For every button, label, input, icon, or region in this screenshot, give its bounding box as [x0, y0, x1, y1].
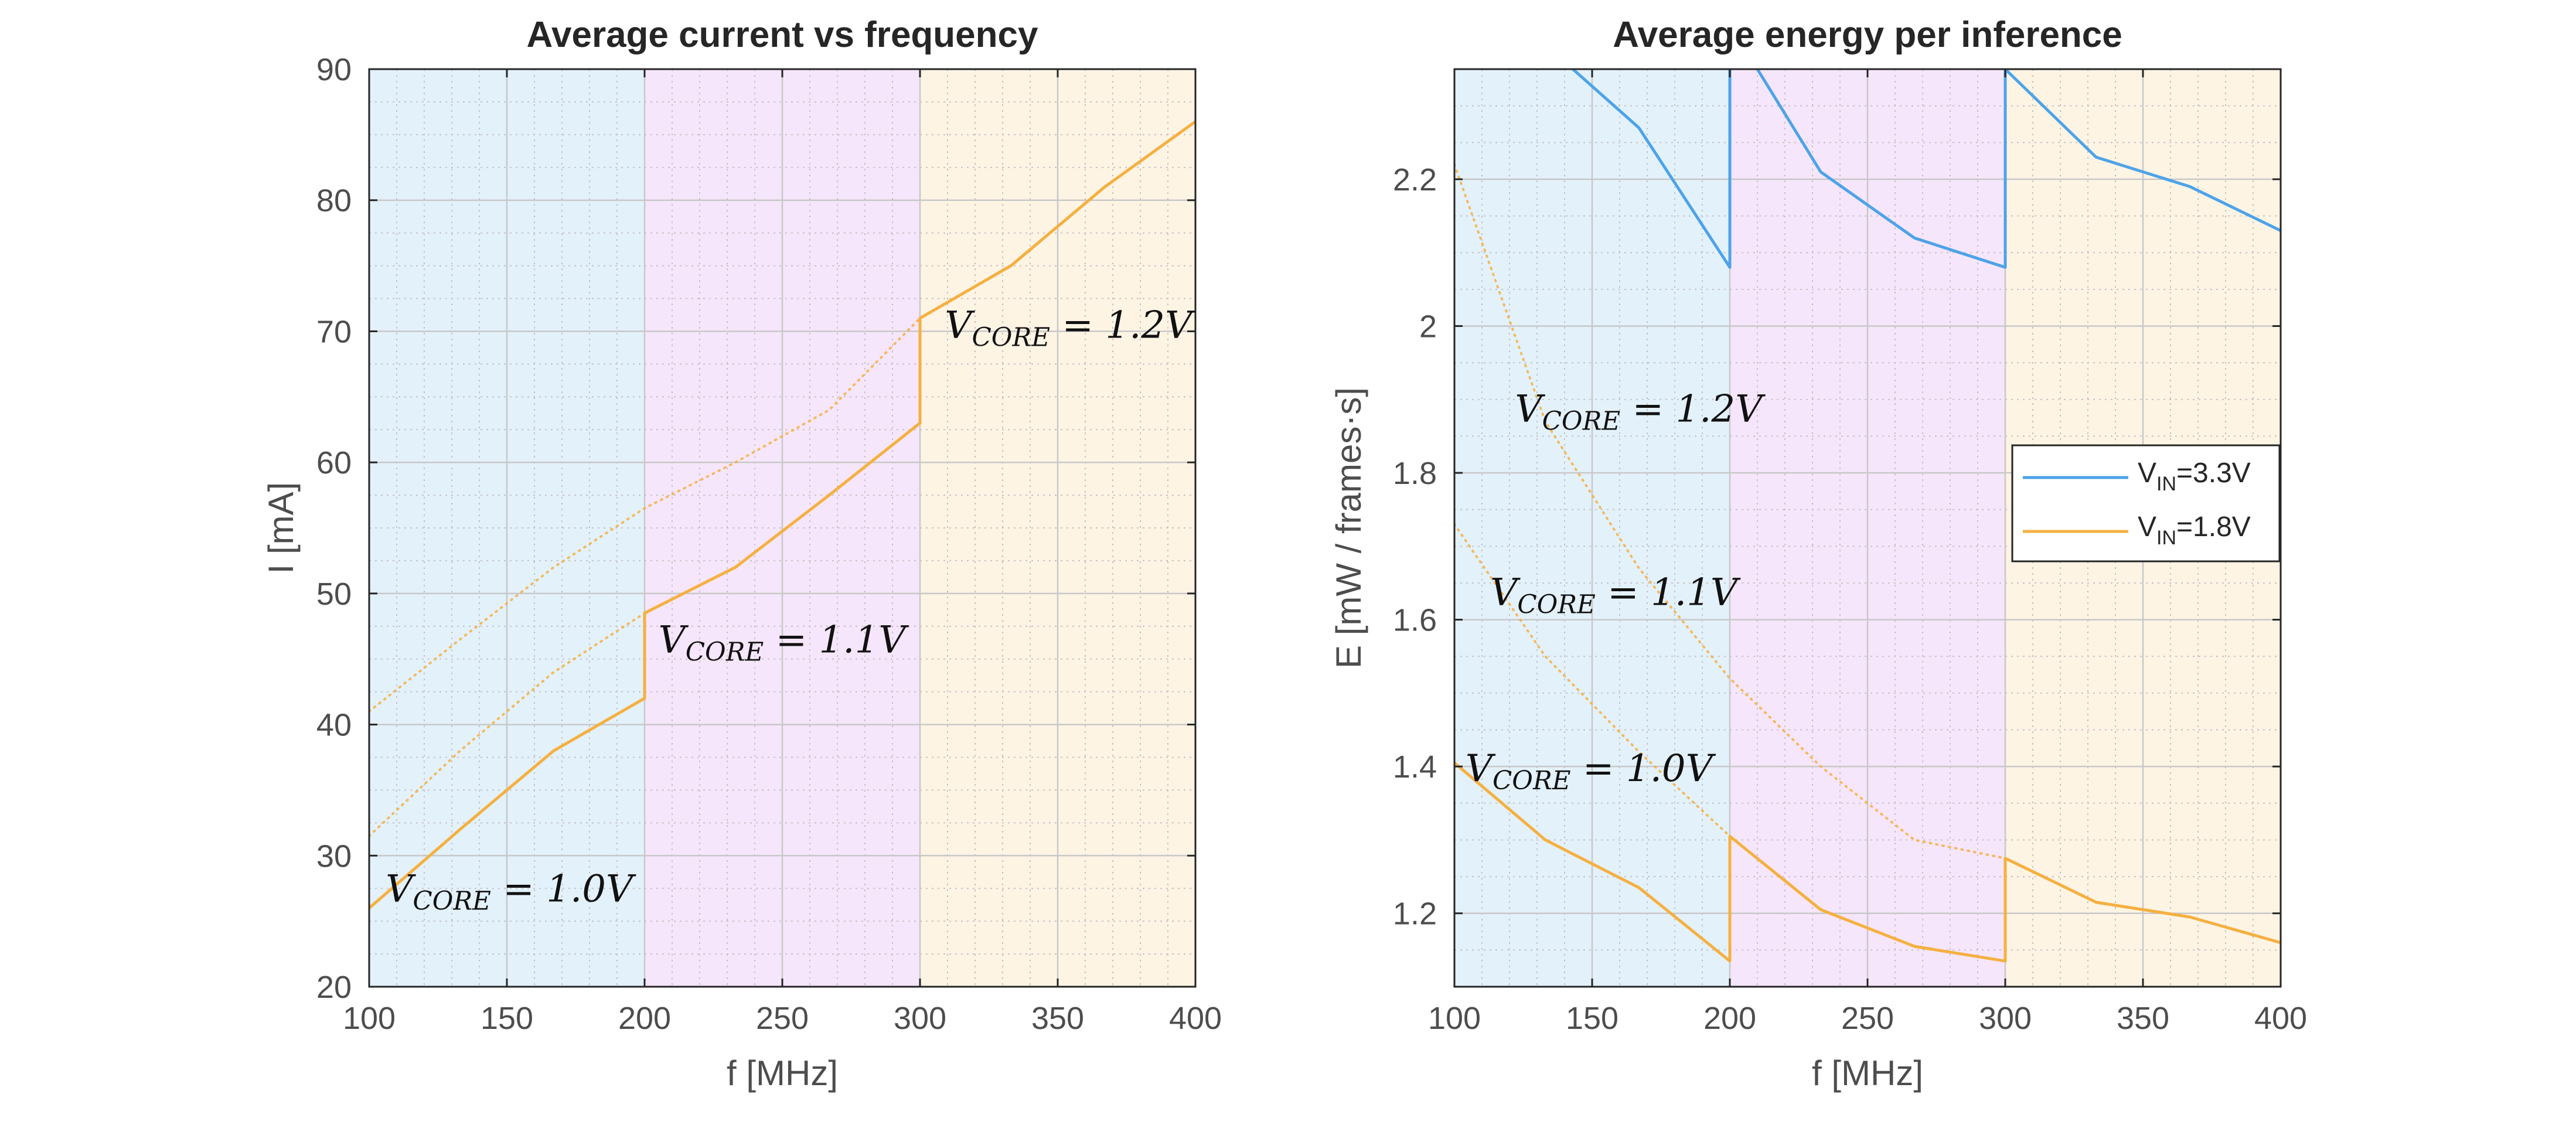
x-tick-label: 100	[343, 1001, 396, 1036]
y-tick-label: 1.6	[1393, 603, 1437, 638]
x-tick-label: 400	[2254, 1001, 2307, 1036]
x-axis-label: f [MHz]	[1812, 1054, 1923, 1093]
y-tick-label: 1.4	[1393, 749, 1437, 785]
y-axis-label: E [mW / frames·s]	[1329, 387, 1368, 669]
y-tick-label: 2	[1419, 309, 1437, 344]
current-chart: 100 150 200 250 300 350 400 20 30 40 50 60 70 80 90 Ave…	[261, 15, 1222, 1093]
vcore-annotation: VCORE = 1.1V	[1490, 571, 1741, 620]
y-tick-label: 90	[316, 52, 352, 87]
x-axis-label: f [MHz]	[727, 1054, 838, 1093]
y-tick-label: 70	[316, 314, 352, 349]
vcore-annotation: VCORE = 1.1V	[659, 619, 909, 667]
chart-title: Average energy per inference	[1613, 15, 2122, 55]
x-tick-label: 150	[481, 1001, 533, 1036]
y-tick-label: 50	[316, 577, 352, 612]
series-line-3	[1454, 761, 2281, 963]
series-line-1	[1572, 69, 1732, 269]
y-tick-label: 80	[316, 183, 352, 219]
x-tick-label: 250	[756, 1001, 809, 1036]
vcore-annotation: VCORE = 1.0V	[386, 868, 636, 916]
series-line-1	[369, 120, 1195, 909]
x-tick-label: 350	[2117, 1001, 2169, 1036]
vcore-annotation: VCORE = 1.2V	[945, 304, 1195, 353]
y-tick-label: 20	[316, 970, 352, 1005]
y-tick-label: 2.2	[1393, 162, 1437, 197]
y-tick-label: 40	[316, 708, 352, 743]
y-tick-label: 1.2	[1393, 896, 1437, 932]
series-line-5	[1454, 163, 2006, 860]
x-tick-label: 400	[1169, 1001, 1222, 1036]
x-tick-label: 200	[618, 1001, 671, 1036]
x-tick-label: 150	[1566, 1001, 1618, 1036]
series-line-4	[1454, 523, 1731, 838]
x-tick-label: 100	[1428, 1001, 1481, 1036]
vcore-annotation: VCORE = 1.0V	[1466, 747, 1716, 796]
y-tick-label: 60	[316, 445, 352, 480]
legend-label: VIN=1.8V	[2138, 512, 2251, 549]
y-tick-label: 1.8	[1393, 456, 1437, 491]
vcore-annotation: VCORE = 1.2V	[1515, 387, 1766, 436]
series-line-3	[369, 317, 921, 713]
x-tick-label: 200	[1703, 1001, 1756, 1036]
y-tick-label: 30	[316, 838, 352, 874]
energy-chart: 100 150 200 250 300 350 400 1.2 1.4 1.6 1.8 2 2.2 Ave…	[1329, 15, 2307, 1093]
x-tick-label: 300	[894, 1001, 946, 1036]
legend-label: VIN=3.3V	[2138, 458, 2251, 495]
x-tick-label: 250	[1841, 1001, 1894, 1036]
x-tick-label: 350	[1031, 1001, 1084, 1036]
x-tick-label: 300	[1979, 1001, 2032, 1036]
y-axis-label: I [mA]	[261, 482, 301, 574]
chart-title: Average current vs frequency	[527, 15, 1038, 55]
legend-box	[2011, 444, 2281, 562]
series-line-2	[1756, 69, 2281, 269]
